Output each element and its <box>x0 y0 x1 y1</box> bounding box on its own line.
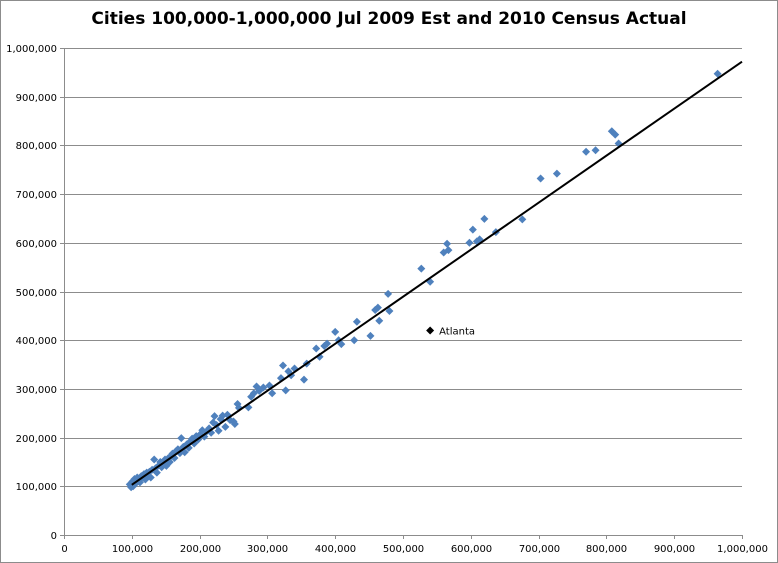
data-point <box>146 473 155 482</box>
x-tick-label: 100,000 <box>112 544 153 555</box>
data-point <box>230 419 239 428</box>
data-point <box>611 130 620 139</box>
data-point <box>385 306 394 315</box>
data-point <box>480 214 489 223</box>
data-point <box>352 317 361 326</box>
data-point <box>221 422 230 431</box>
data-point <box>366 331 375 340</box>
x-tick-label: 900,000 <box>654 544 695 555</box>
data-points <box>125 69 722 492</box>
data-point <box>152 468 161 477</box>
data-point <box>375 316 384 325</box>
y-tick-label: 900,000 <box>16 93 57 104</box>
y-tick-label: 0 <box>51 531 57 542</box>
y-tick-label: 300,000 <box>16 385 57 396</box>
y-tick-label: 100,000 <box>16 482 57 493</box>
data-point <box>312 344 321 353</box>
data-point <box>417 264 426 273</box>
data-point <box>536 174 545 183</box>
data-point <box>210 412 219 421</box>
x-tick-label: 300,000 <box>247 544 288 555</box>
data-point <box>150 455 159 464</box>
data-point <box>465 238 474 247</box>
data-point <box>373 303 382 312</box>
x-tick-label: 700,000 <box>519 544 560 555</box>
x-tick-label: 600,000 <box>451 544 492 555</box>
highlight-point <box>426 326 435 335</box>
y-tick-label: 400,000 <box>16 336 57 347</box>
axes <box>60 48 743 539</box>
data-point <box>214 426 223 435</box>
data-point <box>591 146 600 155</box>
highlight-label: Atlanta <box>439 326 475 337</box>
data-point <box>350 336 359 345</box>
y-tick-label: 700,000 <box>16 190 57 201</box>
y-tick-label: 200,000 <box>16 434 57 445</box>
data-point <box>331 327 340 336</box>
highlight-points: Atlanta <box>426 326 475 337</box>
data-point <box>281 386 290 395</box>
data-point <box>384 289 393 298</box>
data-point <box>582 147 591 156</box>
data-point <box>468 225 477 234</box>
x-tick-label: 200,000 <box>180 544 221 555</box>
data-point <box>300 375 309 384</box>
y-tick-label: 800,000 <box>16 141 57 152</box>
gridlines <box>64 48 742 487</box>
data-point <box>444 246 453 255</box>
data-point <box>323 339 332 348</box>
x-tick-labels: 0 100,000 200,000 300,000 400,000 500,000 600,… <box>61 544 768 555</box>
data-point <box>518 215 527 224</box>
y-tick-label: 1,000,000 <box>6 44 57 55</box>
data-point <box>259 383 268 392</box>
data-point <box>177 434 186 443</box>
y-tick-labels: 0 100,000 200,000 300,000 400,000 500,000 600,… <box>6 44 57 542</box>
y-tick-label: 600,000 <box>16 239 57 250</box>
x-tick-label: 1,000,000 <box>717 544 768 555</box>
chart-title: Cities 100,000-1,000,000 Jul 2009 Est an… <box>91 9 687 29</box>
trendline-path <box>131 60 743 486</box>
x-tick-label: 0 <box>61 544 67 555</box>
y-tick-label: 500,000 <box>16 288 57 299</box>
data-point <box>268 389 277 398</box>
x-tick-label: 400,000 <box>315 544 356 555</box>
data-point <box>278 361 287 370</box>
x-tick-label: 500,000 <box>383 544 424 555</box>
data-point <box>552 169 561 178</box>
data-point <box>713 69 722 78</box>
x-tick-label: 800,000 <box>586 544 627 555</box>
data-point <box>443 239 452 248</box>
trendline <box>131 60 743 486</box>
